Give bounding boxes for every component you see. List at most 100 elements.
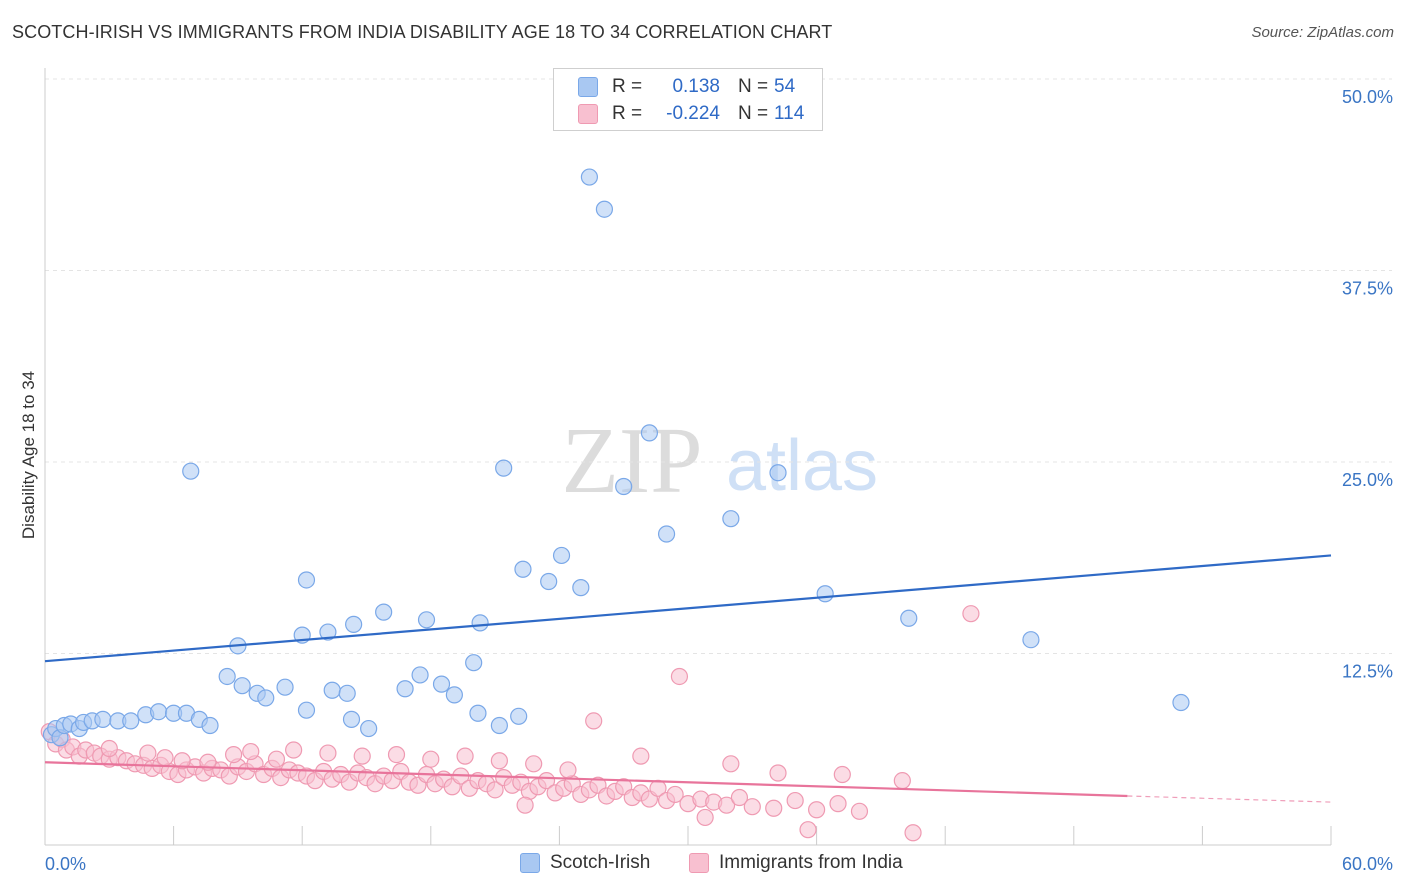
india-point bbox=[850, 802, 869, 820]
india-trend-line bbox=[44, 761, 1128, 798]
scotch-irish-point bbox=[233, 677, 251, 695]
scotch-irish-point bbox=[490, 716, 508, 735]
scotch-irish-point bbox=[323, 681, 341, 699]
scotch-irish-point bbox=[471, 614, 489, 632]
india-point bbox=[833, 765, 851, 784]
scotch-irish-point bbox=[342, 710, 361, 728]
india-point bbox=[722, 755, 740, 773]
india-point bbox=[387, 746, 406, 764]
scotch-irish-point bbox=[345, 615, 363, 633]
bottom-legend-swatch-scotch-irish bbox=[520, 853, 540, 873]
y-axis-label: Disability Age 18 to 34 bbox=[19, 371, 38, 539]
y-tick-label: 12.5% bbox=[1342, 662, 1393, 682]
india-point bbox=[559, 761, 577, 779]
bottom-legend-immigrants-india: Immigrants from India bbox=[689, 852, 903, 874]
scotch-irish-point bbox=[540, 572, 558, 591]
india-point bbox=[173, 752, 191, 770]
tick-labels: 12.5% 25.0% 37.5% 50.0% 0.0% 60.0% bbox=[45, 87, 1393, 874]
scotch-irish-point bbox=[722, 510, 740, 528]
legend-r-value: 0.138 bbox=[672, 76, 720, 97]
correlation-legend: R = 0.138 N = 54 R = -0.224 N = 114 bbox=[553, 68, 823, 131]
scotch-irish-point bbox=[514, 560, 532, 578]
axes bbox=[44, 68, 1332, 846]
india-point bbox=[490, 752, 508, 770]
scotch-irish-point bbox=[1022, 631, 1040, 649]
x-tick-label: 60.0% bbox=[1342, 854, 1393, 874]
scotch-irish-point bbox=[257, 689, 275, 707]
scotch-irish-point bbox=[816, 585, 834, 603]
india-point bbox=[696, 808, 714, 827]
bottom-legend-swatch-immigrants-india bbox=[689, 853, 709, 873]
scotch-irish-point bbox=[338, 684, 356, 702]
india-point bbox=[786, 791, 804, 810]
india-point bbox=[743, 798, 761, 816]
watermark-atlas: atlas bbox=[726, 426, 878, 506]
legend-n-label: N = bbox=[738, 76, 769, 97]
india-point bbox=[670, 667, 689, 686]
data-points bbox=[40, 168, 1190, 842]
india-point bbox=[807, 801, 826, 819]
bottom-legend-label: Scotch-Irish bbox=[550, 852, 651, 873]
scotch-irish-trend-line bbox=[44, 554, 1332, 663]
scotch-irish-point bbox=[396, 680, 414, 698]
trend-lines bbox=[44, 554, 1332, 803]
india-point bbox=[285, 741, 303, 759]
scotch-irish-point bbox=[900, 609, 918, 627]
scotch-irish-point bbox=[182, 462, 200, 480]
india-point bbox=[962, 605, 980, 623]
legend-r-value: -0.224 bbox=[666, 103, 720, 124]
y-tick-label: 37.5% bbox=[1342, 279, 1393, 299]
india-point bbox=[632, 747, 650, 765]
india-point bbox=[516, 796, 534, 814]
india-point bbox=[456, 747, 474, 765]
bottom-legend-scotch-irish: Scotch-Irish bbox=[520, 852, 650, 874]
chart-title: SCOTCH-IRISH VS IMMIGRANTS FROM INDIA DI… bbox=[12, 22, 833, 42]
y-tick-label: 25.0% bbox=[1342, 470, 1393, 490]
india-point bbox=[319, 744, 337, 762]
legend-swatch-immigrants-india bbox=[578, 104, 598, 124]
scotch-irish-point bbox=[510, 707, 528, 725]
scotch-irish-point bbox=[375, 603, 393, 621]
scotch-irish-point bbox=[640, 424, 659, 442]
india-point bbox=[156, 749, 174, 767]
scotch-irish-point bbox=[469, 704, 487, 722]
india-point bbox=[537, 772, 556, 790]
india-point bbox=[585, 712, 603, 730]
india-point bbox=[422, 750, 440, 768]
india-point bbox=[666, 785, 684, 804]
india-point bbox=[242, 742, 260, 761]
scotch-irish-point bbox=[319, 623, 337, 641]
legend-swatch-scotch-irish bbox=[578, 77, 598, 97]
india-point bbox=[799, 821, 817, 839]
india-point bbox=[717, 796, 736, 814]
legend-n-value: 54 bbox=[774, 76, 796, 97]
scotch-irish-point bbox=[149, 703, 168, 721]
scotch-irish-point bbox=[297, 701, 316, 719]
x-tick-label: 0.0% bbox=[45, 854, 86, 874]
scotch-irish-point bbox=[122, 712, 140, 730]
scotch-irish-point bbox=[595, 200, 614, 218]
scotch-irish-point bbox=[657, 525, 676, 543]
scotch-irish-point bbox=[276, 678, 294, 696]
india-point bbox=[893, 772, 911, 790]
india-trend-extension bbox=[1127, 795, 1332, 803]
india-point bbox=[730, 788, 749, 807]
india-point bbox=[769, 764, 787, 782]
scotch-irish-point bbox=[495, 459, 513, 477]
india-point bbox=[139, 744, 157, 762]
scotch-irish-point bbox=[297, 571, 316, 589]
india-point bbox=[353, 747, 371, 765]
india-point bbox=[100, 739, 118, 758]
scotch-irish-point bbox=[445, 686, 463, 704]
bottom-legend-label: Immigrants from India bbox=[719, 852, 903, 873]
source-credit: Source: ZipAtlas.com bbox=[1251, 24, 1394, 41]
scotch-irish-point bbox=[360, 719, 378, 738]
india-point bbox=[267, 750, 286, 768]
legend-r-label: R = bbox=[612, 76, 643, 97]
india-point bbox=[525, 755, 543, 773]
scotch-irish-point bbox=[580, 168, 599, 186]
scotch-irish-point bbox=[432, 675, 451, 693]
india-point bbox=[225, 746, 243, 764]
india-point bbox=[765, 799, 783, 817]
